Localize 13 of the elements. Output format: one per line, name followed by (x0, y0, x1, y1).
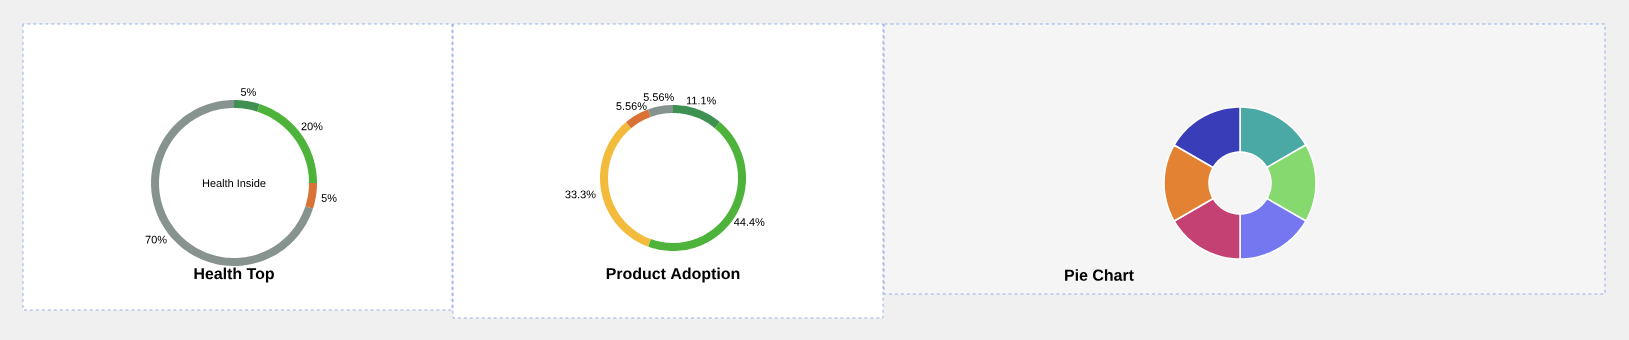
data-label: 5% (240, 88, 256, 96)
text: Product Adoption (606, 267, 740, 283)
data-label: 5.56% (616, 102, 647, 111)
data-label: 70% (145, 235, 167, 244)
text: Pie Chart (1065, 269, 1134, 281)
data-label: 33.3% (565, 190, 596, 199)
data-label: 5% (321, 194, 337, 202)
data-label: 5.56% (643, 93, 674, 101)
data-label: 11.1% (686, 96, 716, 105)
text: Health Top (194, 267, 274, 283)
data-label: 20% (301, 122, 323, 131)
text: Health Inside (202, 178, 266, 188)
data-label: 44.4% (734, 218, 765, 226)
